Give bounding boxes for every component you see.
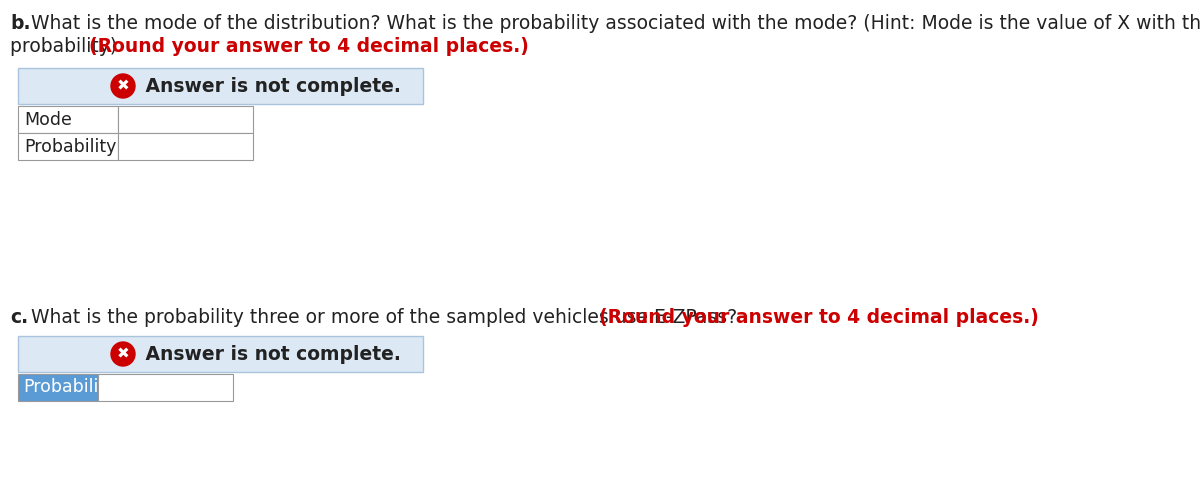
Bar — [118, 133, 253, 160]
Bar — [18, 336, 424, 372]
Bar — [18, 106, 118, 133]
Text: Answer is not complete.: Answer is not complete. — [139, 76, 401, 95]
Text: Answer is not complete.: Answer is not complete. — [139, 344, 401, 363]
Text: probability): probability) — [10, 37, 124, 56]
Circle shape — [112, 74, 134, 98]
Bar — [18, 68, 424, 104]
Bar — [98, 374, 233, 401]
Text: Probability: Probability — [24, 138, 116, 156]
Text: ✖: ✖ — [116, 78, 130, 93]
Text: Probability: Probability — [23, 379, 115, 397]
Bar — [118, 106, 253, 133]
Text: (Round your answer to 4 decimal places.): (Round your answer to 4 decimal places.) — [89, 37, 529, 56]
Text: (Round your answer to 4 decimal places.): (Round your answer to 4 decimal places.) — [599, 308, 1039, 327]
Text: ✖: ✖ — [116, 346, 130, 361]
Text: c.: c. — [10, 308, 28, 327]
Text: What is the probability three or more of the sampled vehicles use E-ZPass?: What is the probability three or more of… — [25, 308, 743, 327]
Text: b.: b. — [10, 14, 30, 33]
Text: Mode: Mode — [24, 110, 72, 129]
Text: What is the mode of the distribution? What is the probability associated with th: What is the mode of the distribution? Wh… — [25, 14, 1200, 33]
Bar — [18, 374, 98, 401]
Circle shape — [112, 342, 134, 366]
Bar — [18, 133, 118, 160]
